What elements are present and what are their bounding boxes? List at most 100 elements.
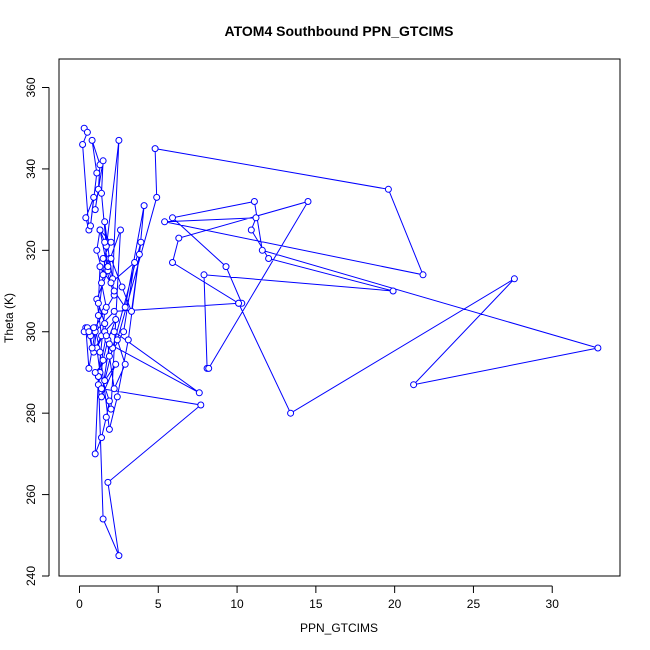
x-tick-label: 25	[467, 597, 481, 611]
data-point	[98, 279, 105, 287]
data-point	[90, 193, 98, 201]
data-point	[91, 206, 99, 214]
data-point	[99, 157, 107, 165]
y-tick-label: 360	[24, 77, 38, 97]
data-point	[101, 377, 109, 385]
data-point	[247, 226, 255, 234]
data-point	[131, 259, 139, 266]
data-point	[594, 344, 602, 352]
x-axis-label: PPN_GTCIMS	[300, 621, 378, 635]
data-point	[79, 141, 87, 148]
x-tick-label: 10	[230, 597, 244, 611]
data-point	[235, 299, 243, 307]
data-point	[98, 434, 105, 442]
data-point	[140, 202, 148, 210]
data-point	[91, 450, 99, 458]
data-point	[115, 136, 123, 144]
data-point	[99, 515, 107, 523]
x-axis: 0 5 10 15 20 25 30	[76, 585, 559, 611]
data-point	[205, 364, 213, 372]
data-point	[101, 218, 109, 226]
data-point	[265, 255, 273, 262]
data-point	[88, 344, 96, 352]
data-point	[135, 250, 143, 258]
data-point	[104, 263, 112, 271]
data-point	[258, 246, 266, 254]
data-point	[98, 189, 105, 197]
data-point	[102, 303, 110, 311]
y-tick-label: 240	[24, 566, 38, 586]
y-tick-label: 300	[24, 321, 38, 341]
data-point	[94, 312, 102, 319]
data-point	[151, 145, 159, 153]
data-point	[99, 356, 107, 364]
data-point	[252, 214, 260, 222]
data-point	[120, 328, 128, 336]
data-point	[250, 198, 258, 205]
chart-title: ATOM4 Southbound PPN_GTCIMS	[225, 23, 454, 39]
series-line	[82, 127, 599, 556]
data-point	[105, 340, 113, 348]
data-point	[510, 275, 518, 283]
data-point	[304, 198, 312, 205]
y-tick-label: 320	[24, 240, 38, 260]
data-point	[113, 336, 121, 344]
data-point	[161, 218, 169, 226]
data-point	[91, 369, 99, 376]
data-point	[200, 271, 208, 279]
data-point	[102, 413, 110, 421]
data-point	[175, 234, 183, 242]
data-point	[287, 409, 295, 417]
data-point	[222, 263, 230, 271]
data-point	[101, 238, 109, 246]
data-point	[88, 136, 96, 144]
data-point	[115, 552, 123, 560]
data-point	[96, 226, 104, 234]
data-point	[107, 238, 115, 246]
data-point	[90, 324, 98, 332]
data-point	[107, 255, 115, 262]
data-point	[169, 259, 176, 266]
data-point	[99, 255, 107, 262]
data-point	[83, 128, 91, 136]
data-point	[87, 222, 94, 230]
data-point	[110, 307, 118, 315]
x-tick-label: 15	[309, 597, 323, 611]
data-point	[98, 385, 105, 393]
data-point	[105, 425, 113, 433]
data-point	[85, 364, 93, 372]
y-axis-label: Theta (K)	[2, 293, 16, 343]
data-point	[410, 381, 418, 389]
data-point	[110, 287, 118, 295]
data-point	[169, 214, 176, 222]
data-point	[128, 307, 135, 315]
data-point	[105, 352, 113, 360]
data-point	[389, 287, 397, 295]
data-point	[93, 246, 101, 254]
y-tick-label: 280	[24, 403, 38, 423]
data-point	[102, 332, 110, 340]
data-point	[96, 348, 104, 356]
data-point	[110, 385, 118, 393]
data-point	[99, 271, 107, 279]
y-tick-label: 340	[24, 159, 38, 179]
x-tick-label: 20	[388, 597, 402, 611]
y-tick-label: 260	[24, 484, 38, 504]
series-group	[79, 124, 602, 560]
data-point	[98, 393, 105, 401]
data-point	[101, 320, 109, 328]
data-point	[107, 279, 115, 287]
data-point	[85, 328, 93, 336]
data-point	[112, 360, 120, 368]
data-point	[384, 185, 392, 193]
data-point	[121, 303, 129, 311]
x-tick-label: 5	[155, 597, 162, 611]
data-point	[197, 401, 205, 409]
y-axis: 240 260 280 300 320 340 360	[24, 77, 50, 586]
data-point	[105, 397, 113, 405]
data-point	[118, 283, 126, 291]
data-point	[124, 336, 132, 344]
data-point	[112, 316, 120, 323]
data-point	[117, 226, 124, 234]
